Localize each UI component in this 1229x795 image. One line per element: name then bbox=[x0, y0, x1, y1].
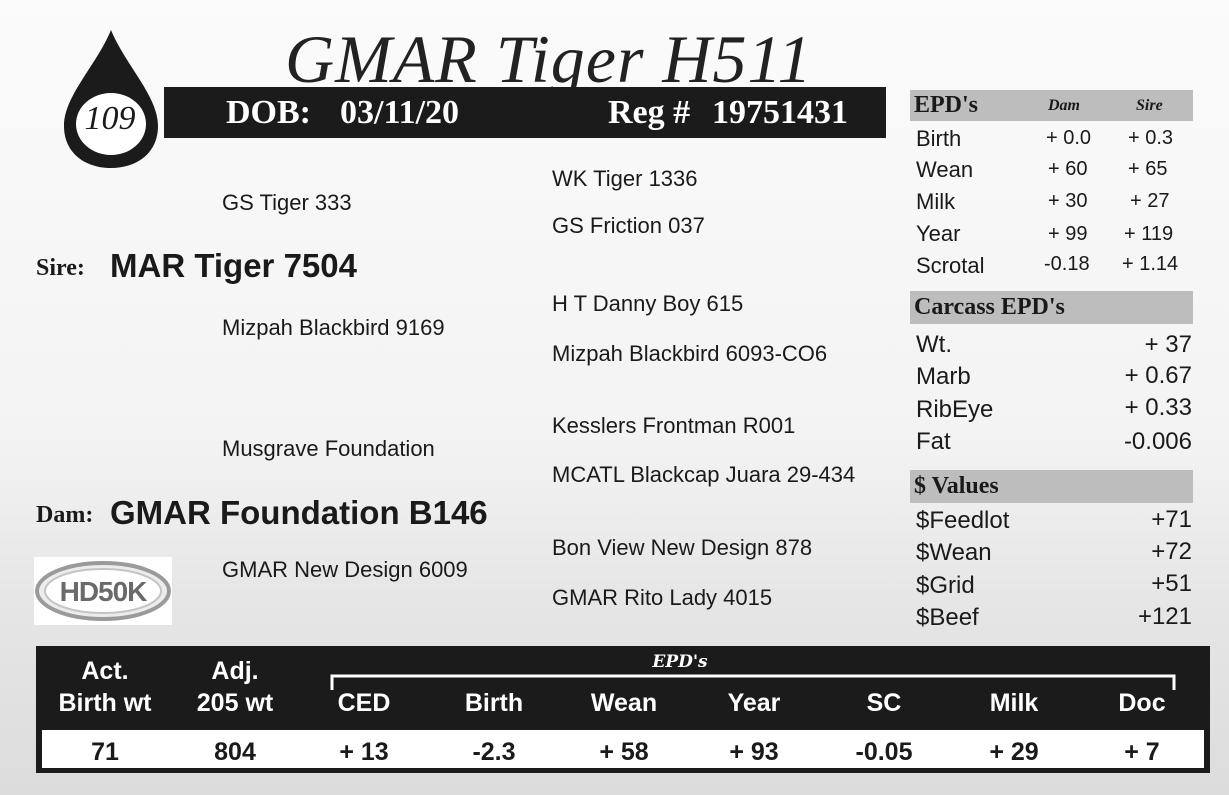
epd-panel-title: EPD's bbox=[914, 92, 979, 118]
carcass-trait: Fat bbox=[916, 428, 951, 455]
reg-value: 19751431 bbox=[712, 94, 848, 131]
dob-reg-bar: DOB: 03/11/20 Reg # 19751431 bbox=[164, 87, 886, 138]
act-birth-value: 71 bbox=[91, 738, 119, 766]
header-year: Year bbox=[727, 689, 781, 717]
adj-205-value: 804 bbox=[214, 738, 256, 766]
header-doc: Doc bbox=[1118, 689, 1166, 717]
epd-dam-value: + 30 bbox=[1048, 190, 1088, 212]
epd-sire-value: + 27 bbox=[1130, 190, 1170, 212]
epd-trait: Birth bbox=[916, 126, 962, 151]
carcass-value: + 0.67 bbox=[1124, 362, 1192, 389]
dam-name: GMAR Foundation B146 bbox=[110, 494, 488, 531]
epd-dam-value: + 60 bbox=[1048, 158, 1088, 180]
carcass-value: -0.006 bbox=[1123, 428, 1192, 455]
epd-sire-value: + 1.14 bbox=[1122, 253, 1179, 275]
epd-dam-value: + 99 bbox=[1048, 223, 1088, 245]
performance-values-row bbox=[42, 730, 1204, 768]
carcass-trait: Wt. bbox=[916, 331, 952, 358]
values-header: $ Values bbox=[910, 470, 1193, 503]
header-wean: Wean bbox=[590, 689, 658, 717]
animal-title: GMAR Tiger H511 bbox=[285, 21, 813, 97]
milk-value: + 29 bbox=[989, 738, 1039, 766]
values-title: $ Values bbox=[914, 473, 999, 499]
birth-value: -2.3 bbox=[472, 738, 516, 766]
header-ced: CED bbox=[337, 689, 391, 717]
hd50k-logo: HD50K bbox=[34, 557, 172, 625]
epd-dam-value: + 0.0 bbox=[1046, 127, 1092, 149]
value-trait: $Beef bbox=[916, 604, 979, 631]
epd-bracket bbox=[330, 674, 1176, 690]
header-sc: SC bbox=[866, 689, 902, 717]
carcass-value: + 0.33 bbox=[1124, 394, 1192, 421]
dam-sire-dam: MCATL Blackcap Juara 29-434 bbox=[552, 462, 856, 487]
dam-sire: Musgrave Foundation bbox=[222, 436, 435, 461]
adj-header-line2: 205 wt bbox=[196, 689, 274, 717]
lot-number: 109 bbox=[84, 100, 136, 137]
dam-label: Dam: bbox=[36, 502, 94, 528]
header-birth: Birth bbox=[464, 689, 524, 717]
carcass-value: + 37 bbox=[1144, 331, 1192, 358]
epd-col-sire: Sire bbox=[1136, 97, 1163, 114]
value-amount: +121 bbox=[1137, 603, 1192, 630]
epd-panel-header: EPD's Dam Sire bbox=[910, 90, 1193, 121]
sire-sire-dam: GS Friction 037 bbox=[552, 213, 705, 238]
sire-name: MAR Tiger 7504 bbox=[110, 247, 357, 284]
value-amount: +71 bbox=[1151, 506, 1192, 533]
sire-sire: GS Tiger 333 bbox=[222, 190, 352, 215]
epd-trait: Wean bbox=[916, 157, 974, 182]
act-header-line1: Act. bbox=[81, 657, 129, 685]
act-header-line2: Birth wt bbox=[58, 689, 152, 717]
value-trait: $Feedlot bbox=[916, 507, 1010, 534]
sire-dam: Mizpah Blackbird 9169 bbox=[222, 315, 445, 340]
dam-dam-sire: Bon View New Design 878 bbox=[552, 535, 813, 560]
carcass-trait: RibEye bbox=[916, 396, 994, 423]
carcass-title: Carcass EPD's bbox=[914, 294, 1065, 320]
carcass-trait: Marb bbox=[916, 363, 971, 390]
dam-sire-sire: Kesslers Frontman R001 bbox=[552, 413, 796, 438]
year-value: + 93 bbox=[729, 738, 779, 766]
drop-badge-icon bbox=[64, 30, 158, 168]
carcass-header: Carcass EPD's bbox=[910, 291, 1193, 324]
epd-group-label: EPD's bbox=[640, 652, 720, 672]
logo-text: HD50K bbox=[60, 576, 148, 607]
ced-value: + 13 bbox=[339, 738, 389, 766]
value-amount: +72 bbox=[1151, 538, 1192, 565]
adj-header-line1: Adj. bbox=[211, 657, 259, 685]
dam-dam: GMAR New Design 6009 bbox=[222, 557, 468, 582]
dob-value: 03/11/20 bbox=[340, 94, 460, 131]
sc-value: -0.05 bbox=[855, 738, 913, 766]
epd-trait: Year bbox=[916, 221, 961, 246]
value-amount: +51 bbox=[1151, 570, 1192, 597]
epd-sire-value: + 0.3 bbox=[1128, 127, 1174, 149]
dob-label: DOB: bbox=[226, 94, 311, 131]
sire-dam-sire: H T Danny Boy 615 bbox=[552, 291, 744, 316]
sire-label: Sire: bbox=[36, 255, 85, 281]
sire-sire-sire: WK Tiger 1336 bbox=[552, 166, 698, 191]
value-trait: $Grid bbox=[916, 572, 975, 599]
doc-value: + 7 bbox=[1124, 738, 1160, 766]
header-milk: Milk bbox=[989, 689, 1039, 717]
dam-dam-dam: GMAR Rito Lady 4015 bbox=[552, 585, 773, 610]
epd-trait: Scrotal bbox=[916, 253, 985, 278]
wean-value: + 58 bbox=[599, 738, 649, 766]
value-trait: $Wean bbox=[916, 539, 992, 566]
reg-label: Reg # bbox=[608, 94, 691, 131]
epd-trait: Milk bbox=[916, 189, 956, 214]
epd-sire-value: + 119 bbox=[1124, 223, 1174, 245]
epd-col-dam: Dam bbox=[1048, 97, 1080, 114]
epd-sire-value: + 65 bbox=[1128, 158, 1168, 180]
sire-dam-dam: Mizpah Blackbird 6093-CO6 bbox=[552, 341, 828, 366]
epd-dam-value: -0.18 bbox=[1044, 253, 1090, 275]
